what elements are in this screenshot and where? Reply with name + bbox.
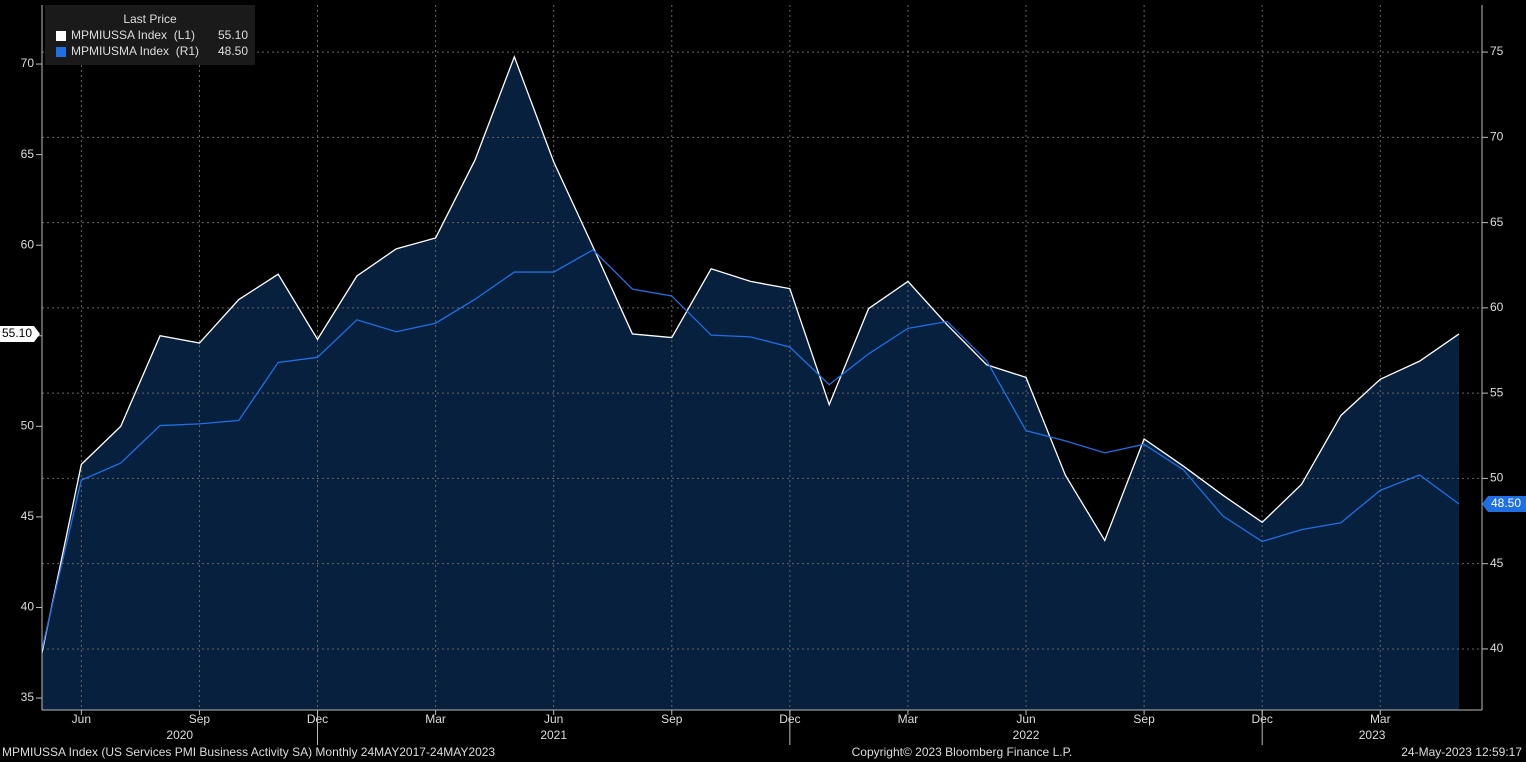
- x-tick-label: Mar: [1370, 712, 1391, 726]
- y-tick-label: 40: [21, 600, 35, 614]
- legend-title: Last Price: [123, 12, 177, 26]
- x-tick-label: Jun: [72, 712, 91, 726]
- legend-value: 55.10: [218, 28, 248, 42]
- legend-label: MPMIUSMA Index (R1): [71, 44, 199, 58]
- y-tick-label: 50: [21, 419, 35, 433]
- footer-right: 24-May-2023 12:59:17: [1401, 745, 1522, 759]
- last-price-label: 55.10: [2, 326, 32, 340]
- year-label: 2023: [1359, 728, 1386, 742]
- legend-label: MPMIUSSA Index (L1): [71, 28, 195, 42]
- last-price-tag: [1482, 495, 1526, 512]
- y2-tick-label: 70: [1490, 130, 1504, 144]
- x-tick-label: Mar: [898, 712, 919, 726]
- y-tick-label: 45: [21, 509, 35, 523]
- y2-tick-label: 50: [1490, 471, 1504, 485]
- y-tick-label: 60: [21, 237, 35, 251]
- legend-swatch: [56, 31, 66, 41]
- y-tick-label: 35: [21, 690, 35, 704]
- series-line: [41, 54, 1460, 653]
- x-tick-label: Sep: [189, 712, 211, 726]
- y2-tick-label: 65: [1490, 215, 1504, 229]
- legend-box: [45, 5, 255, 65]
- x-tick-label: Mar: [425, 712, 446, 726]
- footer-left: MPMIUSSA Index (US Services PMI Business…: [2, 745, 495, 759]
- y2-tick-label: 75: [1490, 44, 1504, 58]
- x-tick-label: Sep: [661, 712, 683, 726]
- year-label: 2020: [166, 728, 193, 742]
- footer-center: Copyright© 2023 Bloomberg Finance L.P.: [852, 745, 1073, 759]
- last-price-label: 48.50: [1491, 496, 1521, 510]
- year-label: 2022: [1013, 728, 1040, 742]
- area: [42, 56, 1459, 710]
- y2-tick-label: 40: [1490, 641, 1504, 655]
- x-tick-label: Jun: [544, 712, 563, 726]
- last-price-tag: [0, 325, 40, 342]
- plot-area: [41, 5, 1482, 710]
- y2-tick-label: 55: [1490, 385, 1504, 399]
- x-tick-label: Sep: [1133, 712, 1155, 726]
- y-tick-label: 70: [21, 56, 35, 70]
- x-tick-label: Jun: [1016, 712, 1035, 726]
- year-label: 2021: [540, 728, 567, 742]
- y2-tick-label: 60: [1490, 300, 1504, 314]
- y2-tick-label: 45: [1490, 556, 1504, 570]
- legend-swatch: [56, 47, 66, 57]
- legend-value: 48.50: [218, 44, 248, 58]
- y-tick-label: 65: [21, 147, 35, 161]
- series-line: [41, 249, 1460, 650]
